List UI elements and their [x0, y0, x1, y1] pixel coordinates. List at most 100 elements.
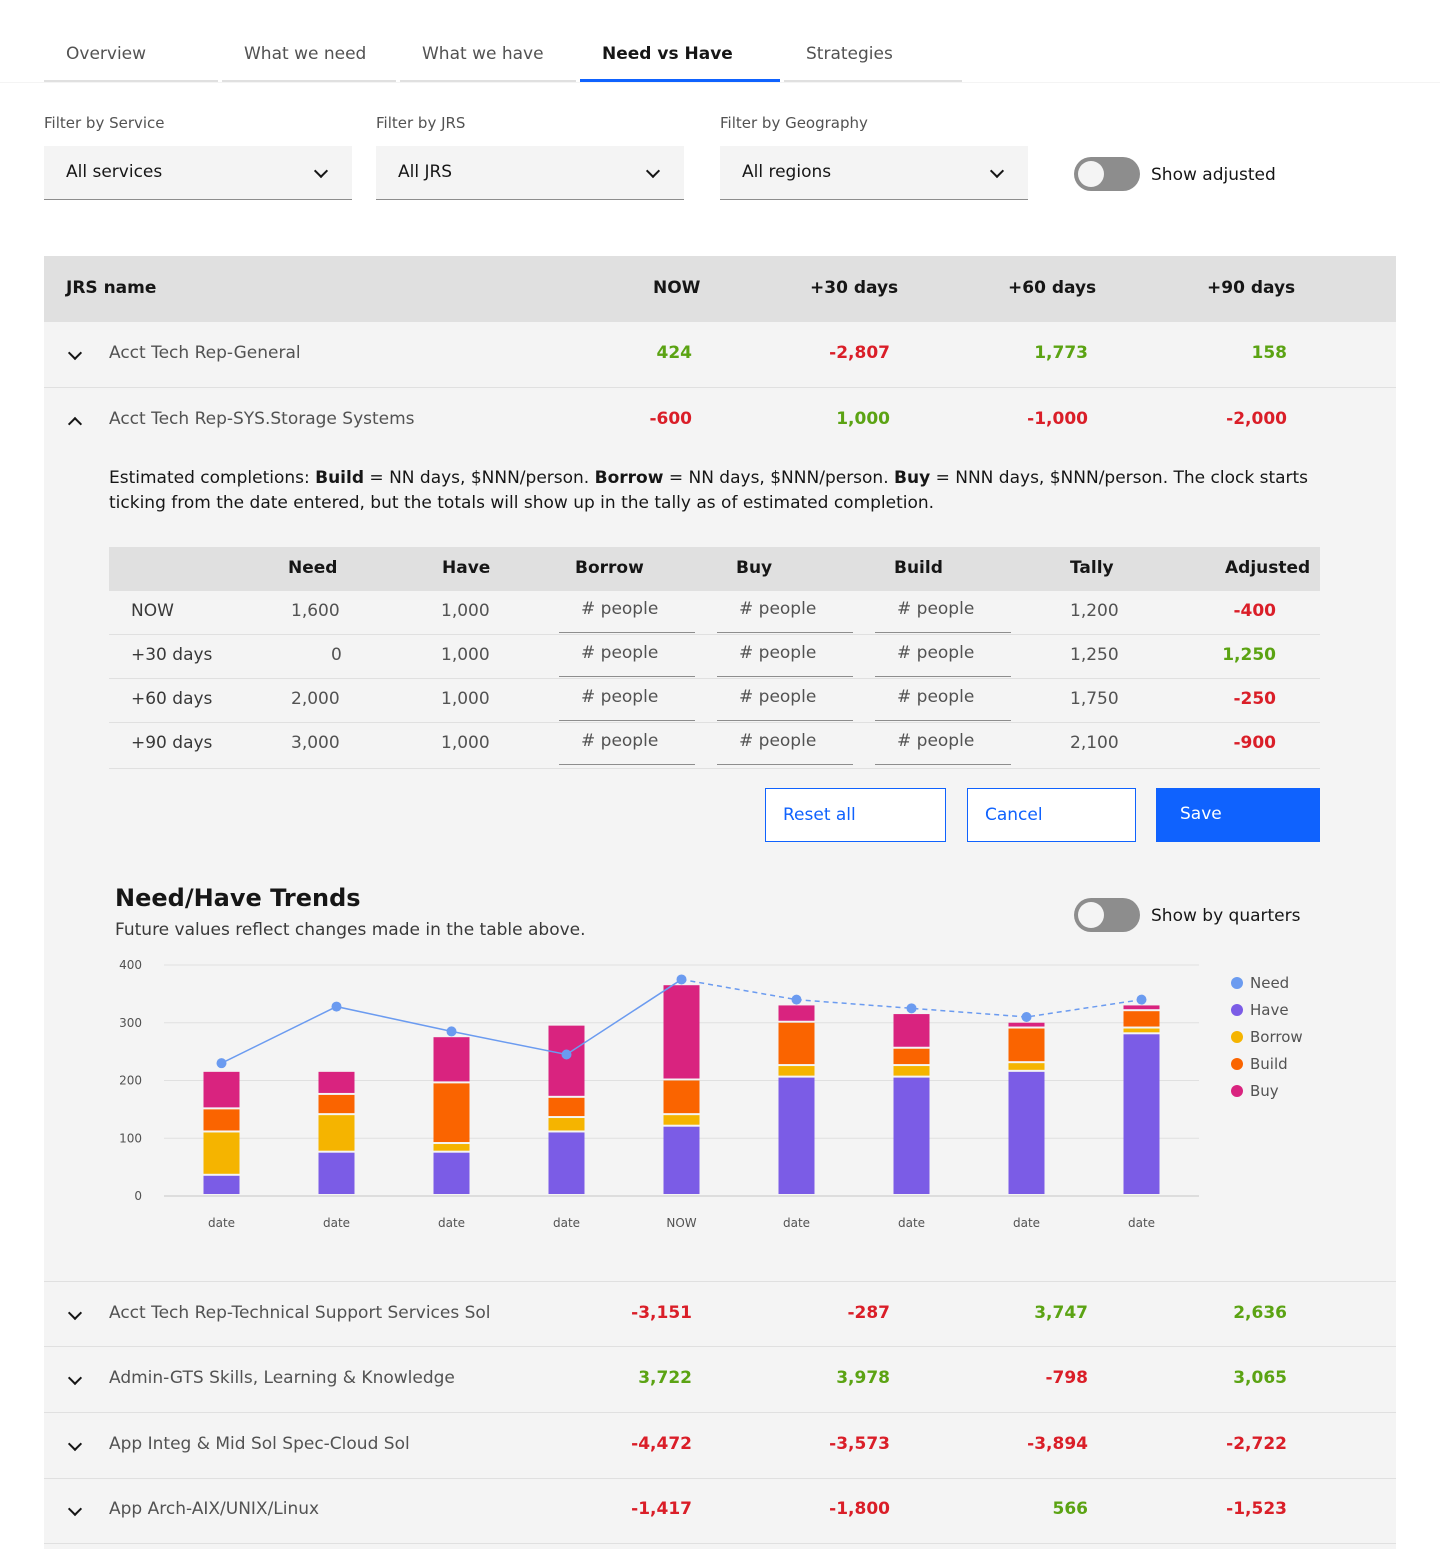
bar-segment-borrow: [319, 1115, 355, 1151]
strategy-row: NOW 1,600 1,000 # people # people # peop…: [109, 591, 1320, 635]
filter-geography-select[interactable]: All regions: [720, 146, 1028, 200]
table-row[interactable]: Acct Tech Rep-General 424 -2,807 1,773 1…: [44, 322, 1396, 388]
tab-what-we-have[interactable]: What we have: [400, 30, 576, 82]
bar-segment-borrow: [549, 1118, 585, 1130]
chevron-down-icon[interactable]: [68, 1306, 82, 1320]
chevron-down-icon[interactable]: [68, 1502, 82, 1516]
chevron-up-icon[interactable]: [68, 417, 82, 431]
table-row-expanded[interactable]: Acct Tech Rep-SYS.Storage Systems -600 1…: [44, 388, 1396, 454]
bar-segment-build: [664, 1081, 700, 1114]
row-value-now: -600: [572, 409, 692, 429]
bar-segment-buy: [664, 985, 700, 1078]
y-tick-label: 100: [119, 1131, 142, 1145]
reset-all-button[interactable]: Reset all: [765, 788, 946, 842]
row-value-30: -3,573: [770, 1434, 890, 1454]
row-value-90: 3,065: [1167, 1368, 1287, 1388]
x-tick-label: date: [898, 1216, 925, 1230]
buy-input[interactable]: # people: [717, 635, 853, 677]
table-row[interactable]: Admin-GTS Skills, Learning & Knowledge 3…: [44, 1347, 1396, 1413]
period-label: +90 days: [131, 733, 212, 753]
bar-segment-have: [1124, 1034, 1160, 1194]
adjusted-value: 1,250: [1176, 645, 1276, 665]
tally-value: 1,200: [1070, 601, 1119, 621]
bar-segment-borrow: [434, 1144, 470, 1151]
filter-jrs-select[interactable]: All JRS: [376, 146, 684, 200]
header-adjusted: Adjusted: [1225, 558, 1310, 578]
row-value-60: -1,000: [968, 409, 1088, 429]
show-adjusted-label: Show adjusted: [1151, 165, 1276, 185]
strategy-table-header: Need Have Borrow Buy Build Tally Adjuste…: [109, 547, 1320, 591]
buy-input[interactable]: # people: [717, 679, 853, 721]
bar-segment-buy: [1009, 1023, 1045, 1027]
need-point: [677, 974, 687, 984]
header-tally: Tally: [1070, 558, 1114, 578]
row-value-90: -2,722: [1167, 1434, 1287, 1454]
need-value: 1,600: [291, 601, 340, 621]
table-header: JRS name NOW +30 days +60 days +90 days: [44, 256, 1396, 322]
chevron-down-icon[interactable]: [68, 1371, 82, 1385]
header-borrow: Borrow: [575, 558, 644, 578]
table-row[interactable]: App Arch-AIX/UNIX/Linux -1,417 -1,800 56…: [44, 1478, 1396, 1544]
row-value-now: -3,151: [572, 1303, 692, 1323]
x-tick-label: date: [553, 1216, 580, 1230]
bar-segment-borrow: [1009, 1063, 1045, 1070]
bar-segment-build: [319, 1095, 355, 1113]
legend-label-buy: Buy: [1250, 1082, 1279, 1100]
header-need: Need: [288, 558, 337, 578]
borrow-input[interactable]: # people: [559, 591, 695, 633]
estimated-completions-note: Estimated completions: Build = NN days, …: [109, 466, 1329, 516]
show-by-quarters-toggle[interactable]: [1074, 898, 1140, 932]
row-name: Admin-GTS Skills, Learning & Knowledge: [109, 1368, 455, 1388]
bar-segment-build: [779, 1023, 815, 1064]
need-point: [907, 1003, 917, 1013]
table-row[interactable]: App Integ & Mid Sol Spec-Cloud Sol -4,47…: [44, 1413, 1396, 1479]
filter-service-value: All services: [66, 162, 162, 182]
have-value: 1,000: [441, 645, 490, 665]
legend-label-need: Need: [1250, 974, 1289, 992]
row-value-now: -4,472: [572, 1434, 692, 1454]
buy-input[interactable]: # people: [717, 591, 853, 633]
x-tick-label: date: [438, 1216, 465, 1230]
save-button[interactable]: Save: [1156, 788, 1320, 842]
row-value-30: 3,978: [770, 1368, 890, 1388]
legend-label-borrow: Borrow: [1250, 1028, 1303, 1046]
build-input[interactable]: # people: [875, 679, 1011, 721]
toggle-knob: [1078, 902, 1104, 928]
tab-bar: Overview What we need What we have Need …: [44, 30, 966, 82]
filter-geography-label: Filter by Geography: [720, 114, 868, 132]
bar-segment-build: [549, 1098, 585, 1116]
show-adjusted-toggle[interactable]: [1074, 157, 1140, 191]
header-jrs-name: JRS name: [66, 278, 156, 298]
filter-service-select[interactable]: All services: [44, 146, 352, 200]
need-point: [332, 1002, 342, 1012]
buy-input[interactable]: # people: [717, 723, 853, 765]
bar-segment-have: [894, 1078, 930, 1194]
chevron-down-icon[interactable]: [68, 1437, 82, 1451]
y-tick-label: 200: [119, 1074, 142, 1088]
tab-need-vs-have[interactable]: Need vs Have: [580, 30, 780, 82]
build-input[interactable]: # people: [875, 591, 1011, 633]
borrow-input[interactable]: # people: [559, 635, 695, 677]
period-label: +60 days: [131, 689, 212, 709]
adjusted-value: -900: [1176, 733, 1276, 753]
row-value-now: 424: [572, 343, 692, 363]
chevron-down-icon[interactable]: [68, 346, 82, 360]
need-point: [1022, 1012, 1032, 1022]
need-point: [1137, 995, 1147, 1005]
table-row[interactable]: Acct Tech Rep-Technical Support Services…: [44, 1281, 1396, 1347]
bar-segment-buy: [1124, 1005, 1160, 1009]
tab-strategies[interactable]: Strategies: [784, 30, 962, 82]
tab-overview[interactable]: Overview: [44, 30, 218, 82]
cancel-button[interactable]: Cancel: [967, 788, 1136, 842]
build-input[interactable]: # people: [875, 723, 1011, 765]
build-input[interactable]: # people: [875, 635, 1011, 677]
adjusted-value: -400: [1176, 601, 1276, 621]
tally-value: 1,250: [1070, 645, 1119, 665]
borrow-input[interactable]: # people: [559, 679, 695, 721]
borrow-input[interactable]: # people: [559, 723, 695, 765]
row-value-30: 1,000: [770, 409, 890, 429]
bar-segment-build: [434, 1083, 470, 1142]
tab-what-we-need[interactable]: What we need: [222, 30, 396, 82]
x-tick-label: date: [783, 1216, 810, 1230]
header-30-days: +30 days: [810, 278, 898, 298]
